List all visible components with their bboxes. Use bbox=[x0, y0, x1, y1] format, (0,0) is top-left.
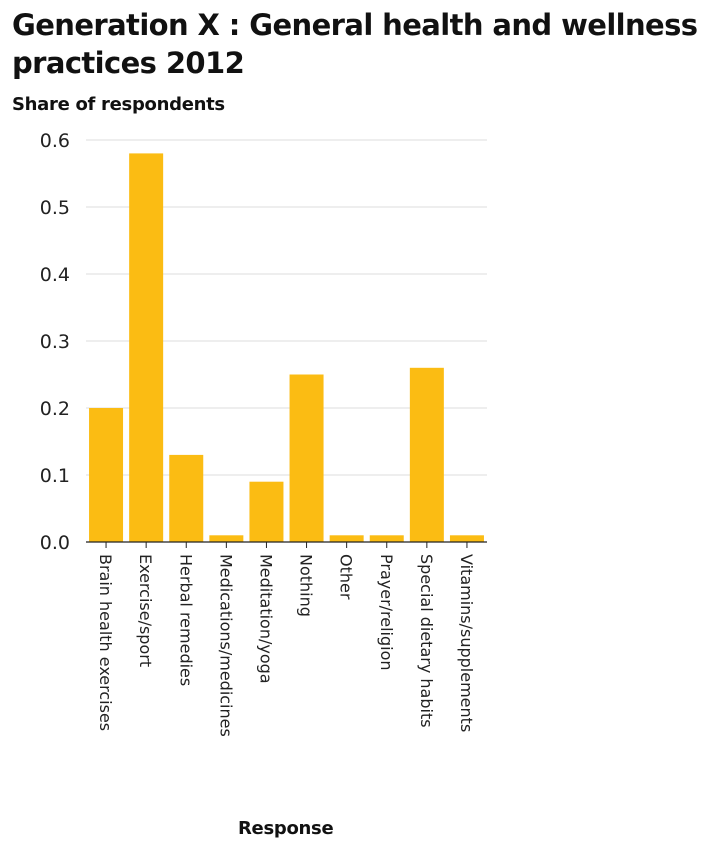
y-tick-label: 0.4 bbox=[40, 264, 70, 286]
bar bbox=[89, 408, 124, 542]
y-tick-label: 0.0 bbox=[40, 532, 70, 554]
x-tick-label: Exercise/sport bbox=[136, 554, 155, 667]
x-tick-label: Meditation/yoga bbox=[256, 554, 275, 684]
bar bbox=[289, 374, 324, 542]
y-tick-label: 0.5 bbox=[40, 197, 70, 219]
bar bbox=[129, 153, 164, 542]
x-axis-label: Response bbox=[238, 818, 334, 839]
bars bbox=[89, 153, 484, 542]
x-tick-label: Nothing bbox=[297, 554, 316, 617]
x-tick-label: Special dietary habits bbox=[417, 554, 436, 728]
y-tick-label: 0.2 bbox=[40, 398, 70, 420]
bar bbox=[449, 535, 484, 542]
y-tick-label: 0.3 bbox=[40, 331, 70, 353]
chart-title: Generation X : General health and wellne… bbox=[12, 8, 698, 80]
x-axis: Brain health exercises Exercise/sport Herb… bbox=[86, 541, 487, 737]
x-tick-label: Other bbox=[337, 554, 356, 600]
bar bbox=[209, 535, 244, 542]
x-tick-label: Medications/medicines bbox=[216, 554, 235, 737]
y-tick-label: 0.1 bbox=[40, 465, 70, 487]
x-tick-label: Brain health exercises bbox=[96, 554, 115, 731]
bar bbox=[329, 535, 364, 542]
bar bbox=[169, 454, 204, 542]
y-tick-label: 0.6 bbox=[40, 130, 70, 152]
bar bbox=[369, 535, 404, 542]
bar bbox=[249, 481, 284, 542]
x-tick-label: Herbal remedies bbox=[176, 554, 195, 686]
x-tick-label: Prayer/religion bbox=[377, 554, 396, 671]
x-tick-label: Vitamins/supplements bbox=[457, 554, 476, 732]
bar bbox=[409, 367, 444, 542]
y-axis-label: Share of respondents bbox=[12, 94, 225, 115]
y-axis-ticks: 0.0 0.1 0.2 0.3 0.4 0.5 0.6 bbox=[40, 130, 70, 554]
